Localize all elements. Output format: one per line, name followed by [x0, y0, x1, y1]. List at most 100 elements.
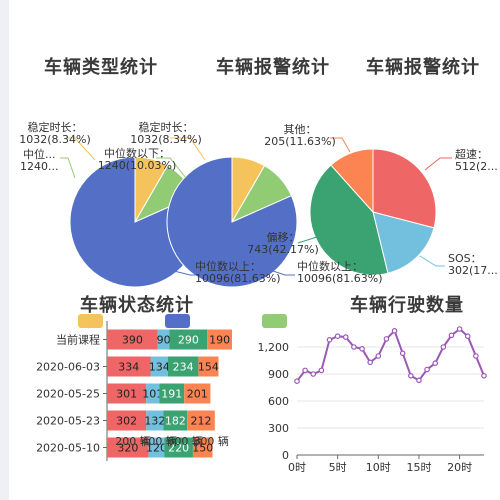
status-x-tick-0: 200 辆 — [115, 434, 151, 448]
mileage-point-13 — [399, 350, 406, 357]
alarm-title-1: 车辆报警统计 — [216, 57, 330, 78]
status-bar-label-s2-r0: 290 — [178, 334, 199, 347]
mileage-y-tick-1: 300 — [268, 422, 289, 435]
pie3-label-1-line-0: SOS： — [448, 252, 482, 265]
mileage-x-tick-0: 0时 — [288, 461, 306, 474]
status-bar-label-s1-r3: 132 — [144, 415, 165, 428]
mileage-point-20 — [456, 326, 463, 332]
pie2-leader-1 — [156, 157, 187, 179]
pie3-label-2-line-1: 743(42.17%) — [247, 243, 319, 256]
status-bar-label-s2-r4: 220 — [168, 442, 189, 455]
mileage-point-18 — [440, 344, 447, 350]
mileage-point-1 — [302, 367, 308, 374]
mileage-point-12 — [391, 327, 398, 334]
status-bar-s3-r0 — [207, 329, 232, 350]
status-bar-s2-r3 — [163, 410, 188, 431]
mileage-x-tick-1: 5时 — [329, 461, 347, 474]
pie1-label-1a: 中位... — [23, 147, 56, 161]
pie3-leader-1 — [419, 255, 445, 267]
status-bar-s3-r3 — [187, 410, 215, 431]
status-legend-swatch-0 — [78, 314, 103, 328]
mileage-title: 车辆行驶数量 — [350, 295, 464, 316]
pie1-label-0-line-0: 稳定时长： — [28, 120, 83, 134]
pie2-leader-2 — [269, 269, 295, 276]
status-bar-s1-r4 — [148, 437, 165, 458]
status-x-tick-2: 600 辆 — [167, 434, 203, 448]
pie1-leader-1 — [60, 157, 76, 179]
status-bar-s3-r2 — [184, 383, 211, 404]
pie3-label-2-line-0: 偏移： — [267, 230, 300, 244]
mileage-y-tick-3: 900 — [268, 368, 289, 381]
status-bar-label-s1-r1: 134 — [149, 361, 170, 374]
mileage-point-4 — [326, 336, 333, 343]
pie1-label-0-line-1: 1032(8.34%) — [19, 133, 91, 146]
pie3-slice-0 — [372, 148, 437, 229]
status-x-tick-3: 800 辆 — [193, 434, 229, 448]
status-bar-label-s0-r3: 302 — [116, 415, 137, 428]
status-bar-label-s2-r3: 182 — [165, 415, 186, 428]
mileage-x-tick-2: 10时 — [366, 461, 391, 474]
pie3-slice-3 — [330, 148, 374, 214]
status-legend-swatch-1 — [165, 314, 190, 328]
status-bar-s3-r1 — [198, 356, 219, 377]
mileage-point-0 — [294, 378, 300, 385]
pie1-label-2-line-1: 10096(81.63%) — [195, 272, 281, 285]
mileage-point-21 — [464, 333, 471, 340]
mileage-point-8 — [359, 345, 365, 352]
status-category-label-0: 当前课程 — [56, 333, 100, 347]
status-bar-label-s0-r4: 320 — [117, 442, 138, 455]
status-category-label-4: 2020-05-10 — [36, 442, 100, 455]
alarm-title-2: 车辆报警统计 — [366, 57, 480, 78]
pie2-slice-2 — [166, 156, 298, 288]
mileage-point-15 — [416, 377, 422, 384]
mileage-y-tick-0: 0 — [282, 449, 289, 462]
status-bar-s0-r1 — [107, 356, 151, 377]
mileage-y-tick-4: 1,200 — [258, 341, 290, 354]
mileage-point-3 — [318, 367, 325, 374]
status-bar-label-s3-r2: 201 — [187, 388, 208, 401]
status-bar-label-s1-r4: 120 — [146, 442, 167, 455]
pie2-label-2-line-0: 中位数以上： — [297, 259, 363, 273]
pie3-slice-1 — [372, 211, 435, 274]
pie3-label-1-line-1: 302(17... — [448, 264, 498, 277]
status-bar-label-s2-r1: 234 — [173, 361, 194, 374]
mileage-point-17 — [432, 360, 439, 367]
status-bar-label-s1-r2: 101 — [142, 388, 163, 401]
mileage-point-10 — [375, 353, 382, 359]
mileage-point-16 — [424, 366, 430, 373]
vehicle-status-title: 车辆状态统计 — [80, 295, 194, 316]
status-bar-s2-r2 — [159, 383, 185, 404]
status-bar-s1-r1 — [150, 356, 168, 377]
status-bar-s2-r4 — [164, 437, 193, 458]
status-bar-label-s0-r1: 334 — [118, 361, 139, 374]
mileage-point-9 — [367, 359, 373, 366]
pie3-slice-2 — [309, 164, 389, 276]
mileage-point-6 — [342, 334, 349, 340]
pie2-label-1-line-1: 1240(10.03%) — [98, 159, 177, 172]
status-bar-s0-r4 — [107, 437, 149, 458]
left-sidebar-strip — [0, 0, 9, 500]
pie2-label-0-line-1: 1032(8.34%) — [130, 133, 202, 146]
status-bar-s0-r3 — [107, 410, 147, 431]
pie2-label-2-line-1: 10096(81.63%) — [297, 272, 383, 285]
mileage-point-23 — [481, 372, 487, 379]
status-bar-label-s3-r4: 150 — [192, 442, 213, 455]
status-bar-s0-r0 — [107, 329, 158, 350]
mileage-point-7 — [351, 344, 357, 350]
status-legend-swatch-2 — [262, 314, 287, 328]
pie3-leader-3 — [330, 137, 351, 153]
status-bar-label-s3-r3: 212 — [191, 415, 212, 428]
mileage-point-2 — [310, 371, 317, 377]
mileage-x-tick-4: 20时 — [447, 461, 472, 474]
status-bar-label-s0-r0: 390 — [122, 334, 143, 347]
pie1-leader-2 — [169, 269, 196, 276]
status-bar-label-s2-r2: 191 — [161, 388, 182, 401]
vehicle-type-title: 车辆类型统计 — [44, 57, 158, 78]
pie2-label-1-line-0: 中位数以下： — [104, 146, 170, 160]
pie1-label-1b: 1240... — [20, 160, 58, 173]
mileage-y-tick-2: 600 — [268, 395, 289, 408]
mileage-x-tick-3: 15时 — [406, 461, 431, 474]
mileage-point-11 — [383, 336, 390, 342]
status-bar-label-s0-r2: 301 — [116, 388, 137, 401]
status-category-label-2: 2020-05-25 — [36, 388, 100, 401]
